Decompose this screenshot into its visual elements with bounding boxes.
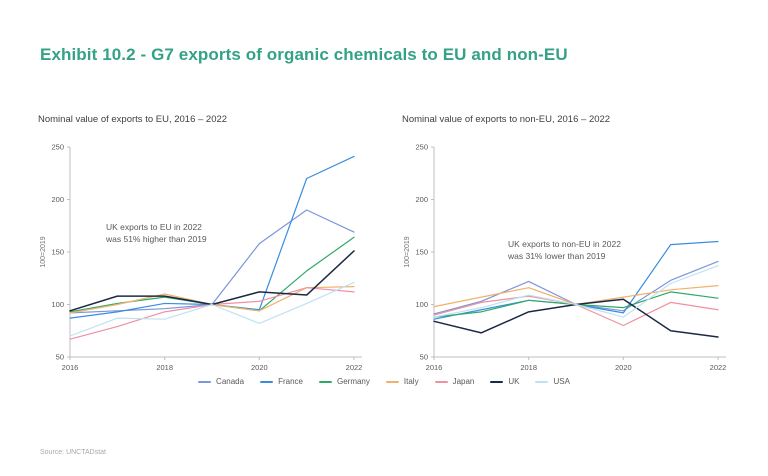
y-tick-label: 200 bbox=[51, 195, 64, 204]
legend-swatch-france bbox=[260, 380, 274, 383]
eu-annotation-line2: was 51% higher than 2019 bbox=[106, 234, 207, 245]
legend-swatch-italy bbox=[385, 380, 399, 383]
y-tick-label: 250 bbox=[415, 143, 428, 152]
eu-chart-title: Nominal value of exports to EU, 2016 – 2… bbox=[38, 114, 228, 125]
line-usa bbox=[433, 265, 719, 318]
x-tick-label: 2022 bbox=[346, 363, 363, 372]
x-tick-label: 2018 bbox=[156, 363, 173, 372]
eu-annotation-line1: UK exports to EU in 2022 bbox=[106, 222, 202, 232]
eu-chart-svg: 50 100 150 200 250 2016 2018 2020 2022 100=2019 bbox=[40, 143, 363, 373]
legend: Canada France Germany Italy Japan UK USA bbox=[0, 377, 768, 386]
y-tick-label: 200 bbox=[415, 195, 428, 204]
line-germany bbox=[69, 236, 355, 313]
x-tick-label: 2020 bbox=[251, 363, 268, 372]
legend-swatch-usa bbox=[535, 380, 549, 383]
legend-item-canada: Canada bbox=[198, 377, 244, 386]
legend-item-france: France bbox=[260, 377, 303, 386]
y-axis-title: 100=2019 bbox=[404, 236, 411, 267]
x-tick-label: 2022 bbox=[710, 363, 727, 372]
legend-label: Italy bbox=[403, 377, 419, 386]
legend-label: UK bbox=[508, 377, 520, 386]
x-tick-label: 2020 bbox=[615, 363, 632, 372]
x-tick-label: 2018 bbox=[520, 363, 537, 372]
legend-item-usa: USA bbox=[535, 377, 570, 386]
header: Exhibit 10.2 - G7 exports of organic che… bbox=[40, 44, 728, 66]
y-tick-label: 150 bbox=[51, 248, 64, 257]
x-tick-label: 2016 bbox=[62, 363, 79, 372]
legend-label: France bbox=[278, 377, 303, 386]
legend-label: Japan bbox=[452, 377, 475, 386]
non-eu-chart-panel: Nominal value of exports to non-EU, 2016… bbox=[400, 114, 732, 373]
legend-item-italy: Italy bbox=[385, 377, 419, 386]
non-eu-annotation: UK exports to non-EU in 2022 was 31% low… bbox=[508, 238, 621, 263]
y-tick-label: 50 bbox=[56, 353, 64, 362]
y-axis-title: 100=2019 bbox=[40, 236, 47, 267]
eu-annotation: UK exports to EU in 2022 was 51% higher … bbox=[106, 221, 207, 246]
non-eu-annotation-line2: was 31% lower than 2019 bbox=[508, 251, 606, 262]
legend-swatch-germany bbox=[318, 380, 332, 383]
legend-item-japan: Japan bbox=[434, 377, 475, 386]
line-usa bbox=[69, 281, 355, 337]
y-tick-label: 100 bbox=[415, 300, 428, 309]
line-japan bbox=[69, 287, 355, 340]
legend-item-germany: Germany bbox=[318, 377, 370, 386]
x-tick-label: 2016 bbox=[426, 363, 443, 372]
page-title: Exhibit 10.2 - G7 exports of organic che… bbox=[40, 45, 568, 64]
eu-chart-panel: Nominal value of exports to EU, 2016 – 2… bbox=[36, 114, 368, 373]
y-tick-label: 250 bbox=[51, 143, 64, 152]
legend-item-uk: UK bbox=[490, 377, 519, 386]
non-eu-chart-title: Nominal value of exports to non-EU, 2016… bbox=[402, 114, 611, 125]
legend-label: Germany bbox=[336, 377, 370, 386]
y-tick-label: 100 bbox=[51, 300, 64, 309]
non-eu-annotation-line1: UK exports to non-EU in 2022 bbox=[508, 239, 621, 249]
charts-row: Nominal value of exports to EU, 2016 – 2… bbox=[0, 114, 768, 373]
legend-label: Canada bbox=[216, 377, 245, 386]
y-tick-label: 150 bbox=[415, 248, 428, 257]
y-tick-label: 50 bbox=[420, 353, 428, 362]
line-canada bbox=[433, 260, 719, 315]
non-eu-chart-svg: 50 100 150 200 250 2016 2018 2020 2022 100=2019 bbox=[404, 143, 727, 373]
legend-swatch-japan bbox=[434, 380, 448, 383]
legend-swatch-canada bbox=[198, 380, 212, 383]
legend-label: USA bbox=[553, 377, 570, 386]
source-note: Source: UNCTADstat bbox=[40, 449, 106, 456]
legend-swatch-uk bbox=[490, 380, 504, 383]
